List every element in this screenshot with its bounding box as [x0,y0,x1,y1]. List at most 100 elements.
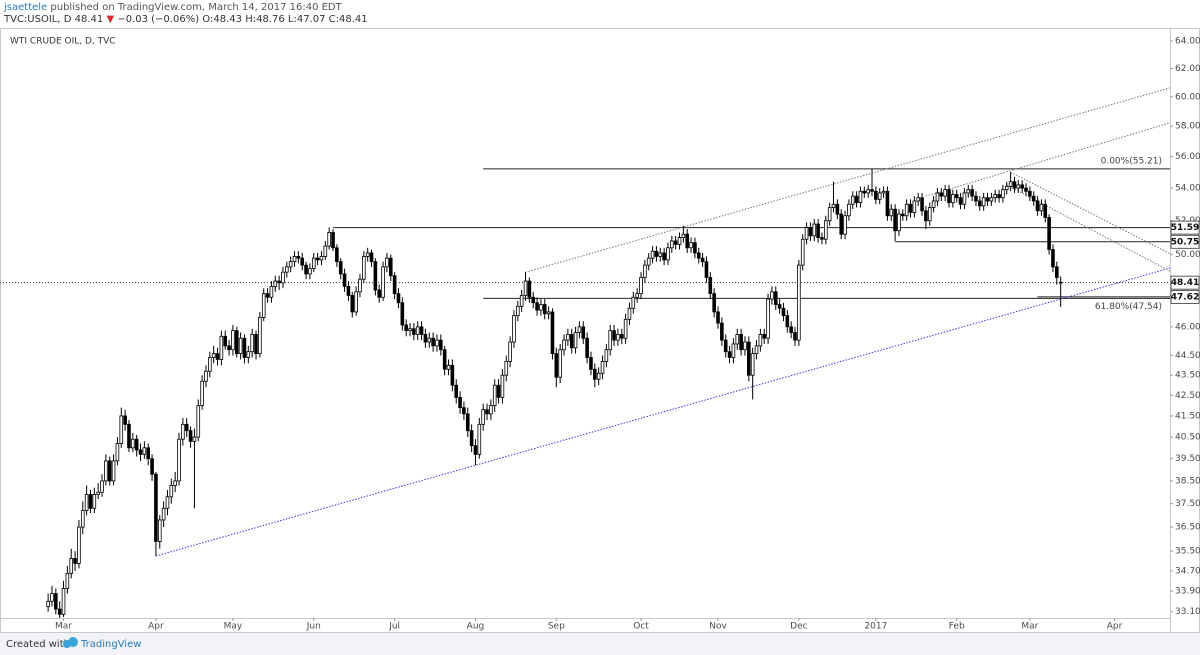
trend-line [525,87,1170,273]
candle-body [427,337,432,343]
y-tick-label: 58.00 [1175,122,1200,132]
candle-body [435,339,439,347]
candle-body [966,189,971,194]
candle-body [831,203,836,208]
level-box [1170,234,1200,249]
candle-body [604,349,609,362]
level-box [1170,220,1200,235]
footer-created: Created with [6,639,70,650]
candle-body [123,415,127,425]
candle-body [223,335,228,347]
candle-body [231,330,235,351]
candle-body [639,277,643,295]
candle-body [192,436,197,442]
candle-body [673,240,678,245]
candle-body [304,264,308,275]
candle-body [204,370,208,382]
candle-body [115,443,120,462]
candle-body [646,257,651,266]
footer-brand[interactable]: TradingView [80,639,141,650]
candle-body [901,213,905,217]
candle-body [596,372,601,380]
candle-body [593,368,597,380]
candle-body [392,275,397,295]
y-tick-label: 33.90 [1175,587,1200,597]
candle-body [234,330,239,355]
x-tick-label: Jul [388,622,400,632]
candle-body [839,213,844,235]
candle-body [904,203,909,217]
candle-body [138,449,143,455]
candle-body [670,240,674,249]
candle-body [877,192,882,200]
level-label: 50.75 [1171,237,1199,247]
candle-body [804,227,809,240]
candle-body [1020,184,1024,189]
y-tick-label: 40.50 [1175,433,1200,443]
candle-body [920,197,924,212]
candle-body [947,189,951,204]
candle-body [747,341,751,376]
candle-body [954,194,959,199]
candle-body [161,507,166,521]
candle-body [577,326,582,333]
y-tick-label: 33.10 [1175,607,1200,617]
candle-body [1031,195,1036,202]
candle-body [254,334,258,355]
candle-body [1055,266,1059,278]
candle-body [57,608,62,615]
candle-body [1008,181,1013,187]
candle-body [450,364,455,386]
author[interactable]: jsaettele [3,2,47,13]
y-tick-label: 38.50 [1175,476,1200,486]
candle-body [847,203,851,217]
candle-body [654,250,659,257]
y-tick-label: 44.50 [1175,351,1200,361]
candle-body [169,485,174,498]
candle-body [1039,203,1044,212]
y-tick-label: 62.00 [1175,64,1200,74]
candle-body [631,296,636,309]
candle-body [616,334,620,341]
candle-body [939,192,944,197]
candle-body [997,194,1001,199]
candle-body [388,257,393,277]
last-price: 48.41 [75,14,104,25]
candle-body [431,337,435,347]
candle-body [558,349,562,378]
candle-body [770,291,774,300]
y-tick-label: 35.50 [1175,547,1200,557]
candle-body [716,311,720,324]
candle-body [704,261,709,278]
candle-body [481,409,485,425]
candle-body [677,237,682,245]
candle-body [908,203,913,213]
candle-body [1028,190,1032,197]
candle-body [927,207,932,222]
candle-body [88,494,93,509]
candle-body [65,572,70,589]
candle-body [608,330,613,351]
candle-body [184,423,189,432]
candle-body [781,307,786,317]
level-label: 47.62 [1171,292,1199,302]
candle-body [962,192,967,205]
symbol: TVC:USOIL, D [3,14,72,25]
x-tick-label: Apr [148,622,164,632]
candle-body [477,423,482,455]
candle-body [858,190,863,204]
footer-bar [0,633,1200,655]
level-label: 51.59 [1171,223,1199,233]
candle-body [300,257,305,266]
candle-body [766,298,770,339]
candle-body [573,332,578,349]
candle-body [285,266,289,273]
candle-body [978,200,982,207]
candle-body [824,220,828,240]
candle-body [288,261,293,268]
candle-body [985,197,990,202]
candle-body [542,304,547,315]
y-tick-label: 41.50 [1175,411,1200,421]
trend-line [925,122,1170,197]
candle-body [496,384,501,398]
